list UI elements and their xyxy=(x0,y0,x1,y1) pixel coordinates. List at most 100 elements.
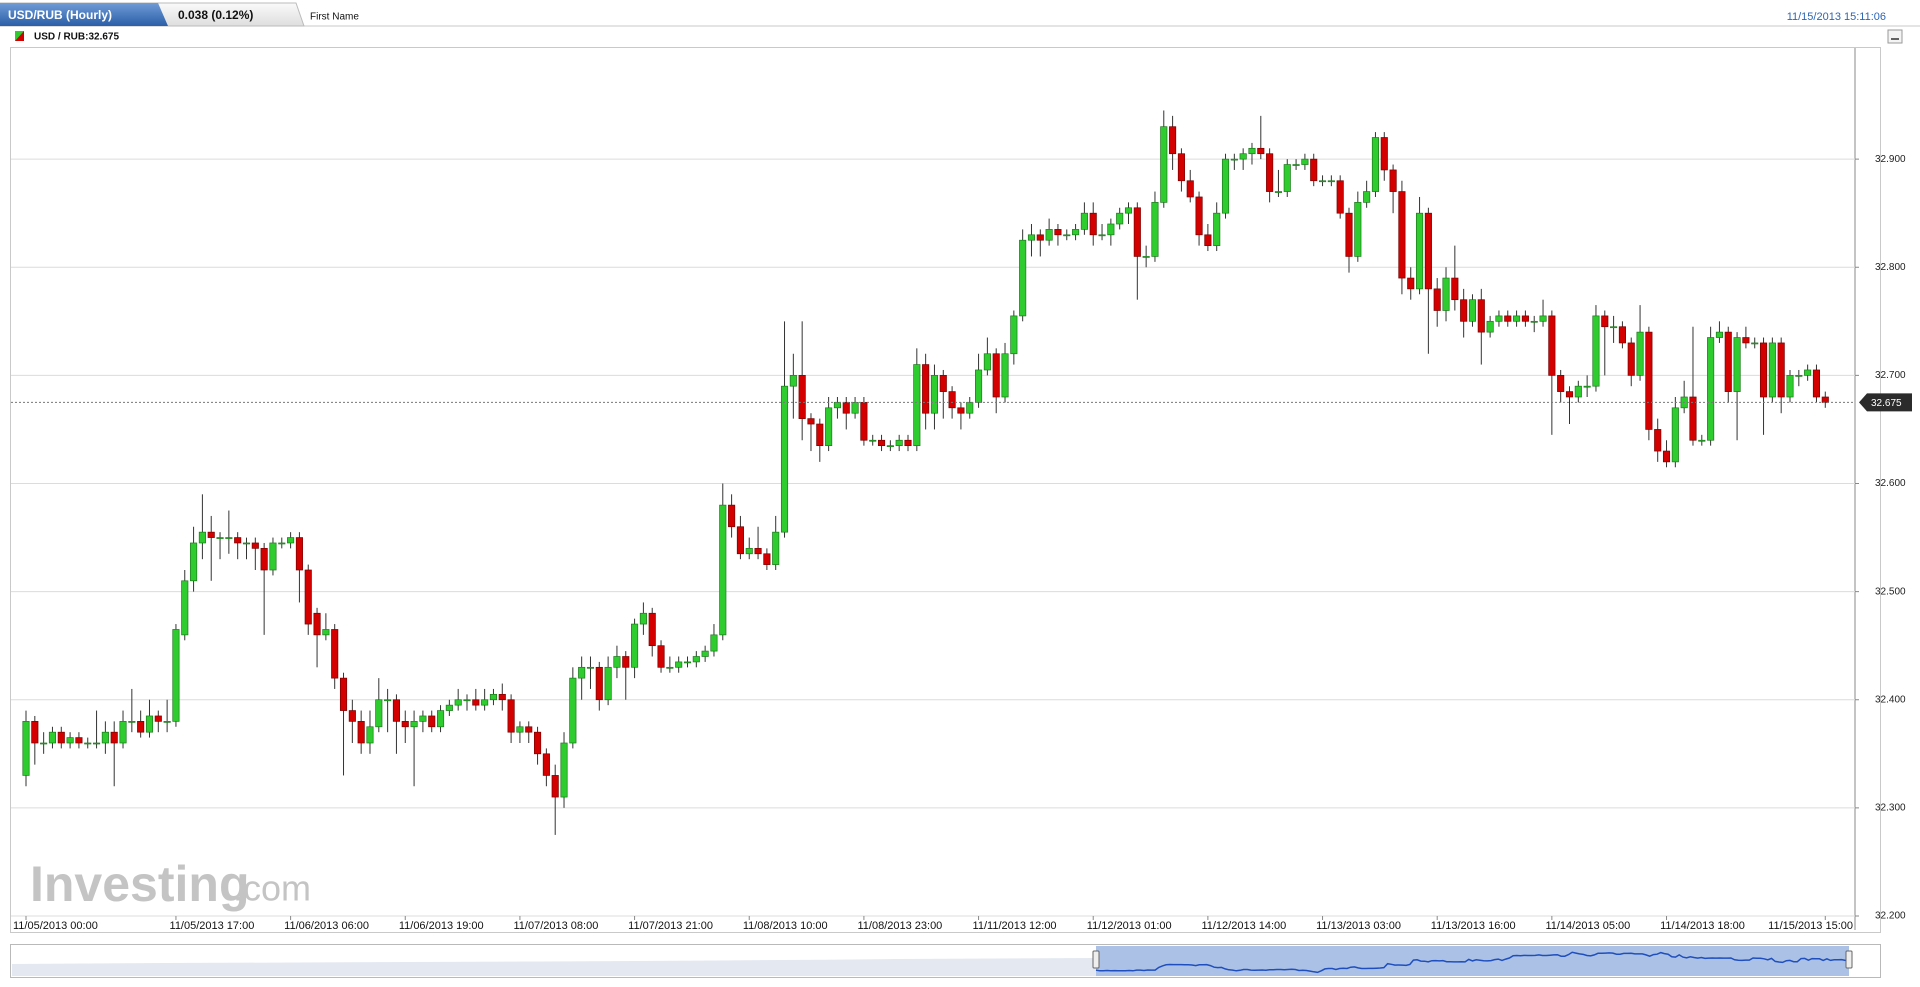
candle-body xyxy=(1204,234,1212,246)
x-tick-label: 11/08/2013 23:00 xyxy=(857,920,942,932)
candle-body xyxy=(807,418,815,425)
candle-body xyxy=(904,439,912,447)
candle-body xyxy=(789,375,797,387)
navigator-handle[interactable] xyxy=(1092,950,1100,969)
candle-body xyxy=(1513,315,1521,322)
candle-body xyxy=(886,445,894,448)
candle-body xyxy=(1027,234,1036,241)
candle-body xyxy=(1142,256,1150,258)
candle-body xyxy=(22,721,30,776)
candle-body xyxy=(1751,342,1759,345)
candle-body xyxy=(1398,191,1406,279)
candle-body xyxy=(154,715,162,722)
candle-body xyxy=(1221,158,1230,214)
candle-body xyxy=(322,629,330,636)
candle-body xyxy=(525,726,533,733)
last-price-label: 32.675 xyxy=(1871,398,1902,409)
candle-body xyxy=(754,548,762,555)
candle-body xyxy=(172,629,180,722)
candle-body xyxy=(1610,326,1618,329)
y-tick-label: 32.200 xyxy=(1875,911,1906,922)
chart-frame xyxy=(10,47,1881,933)
candle-body xyxy=(428,715,436,728)
candle-body xyxy=(1804,369,1812,376)
candle-body xyxy=(1407,277,1415,290)
candle-body xyxy=(851,402,859,414)
candle-body xyxy=(454,699,462,706)
candle-body xyxy=(1389,169,1397,192)
candle-body xyxy=(913,364,921,447)
candle-body xyxy=(101,731,109,744)
y-tick-label: 32.400 xyxy=(1875,694,1906,705)
candle-body xyxy=(1186,180,1194,198)
candle-body xyxy=(489,693,498,701)
candle-body xyxy=(1504,315,1512,322)
candle-body xyxy=(1733,337,1741,392)
candle-body xyxy=(1072,229,1080,236)
candle-body xyxy=(860,402,868,441)
candle-body xyxy=(436,710,445,728)
y-tick-label: 32.900 xyxy=(1875,154,1906,165)
plot: 32.675 xyxy=(11,110,1912,835)
candle-body xyxy=(75,737,83,744)
candle-body xyxy=(922,364,930,414)
candle-body xyxy=(939,375,947,392)
legend-icon xyxy=(15,31,24,41)
candle-body xyxy=(613,656,621,668)
candle-body xyxy=(1116,212,1124,225)
navigator-handle[interactable] xyxy=(1845,950,1853,969)
candle-body xyxy=(1707,337,1715,441)
x-tick-label: 11/13/2013 03:00 xyxy=(1316,920,1401,932)
candle-body xyxy=(119,721,127,744)
candle-body xyxy=(1098,234,1106,237)
candle-body xyxy=(1248,147,1256,155)
candle-body xyxy=(631,623,639,668)
grid: 32.200 32.300 32.400 32.500 32.600 32.700 32.8… xyxy=(11,48,1906,932)
candle-body xyxy=(1451,277,1459,301)
y-tick-label: 32.800 xyxy=(1875,262,1906,273)
candle-body xyxy=(1574,385,1582,398)
candle-body xyxy=(1671,407,1679,463)
x-tick-label: 11/14/2013 05:00 xyxy=(1545,920,1630,932)
candle-body xyxy=(895,439,903,447)
candle-body xyxy=(869,439,877,442)
candle-body xyxy=(1654,429,1662,452)
watermark-suffix: .com xyxy=(233,868,311,909)
candle-body xyxy=(1795,375,1803,377)
candle-body xyxy=(242,542,251,545)
candle-body xyxy=(278,542,286,545)
candle-body xyxy=(1124,207,1133,214)
candle-body xyxy=(604,666,612,701)
minimize-button[interactable] xyxy=(1887,29,1903,44)
candle-body xyxy=(798,375,806,419)
candle-body xyxy=(1283,164,1291,192)
candle-body xyxy=(683,661,692,664)
candle-body xyxy=(1336,180,1344,214)
candle-body xyxy=(1416,212,1424,290)
x-tick-label: 11/05/2013 00:00 xyxy=(13,920,98,932)
candle-body xyxy=(216,537,224,539)
x-tick-label: 11/11/2013 12:00 xyxy=(973,920,1057,932)
candle-body xyxy=(251,542,259,549)
candle-body xyxy=(40,742,48,745)
candle-body xyxy=(1777,342,1785,398)
candle-body xyxy=(313,612,321,636)
candle-body xyxy=(1169,126,1177,155)
symbol-tab[interactable] xyxy=(0,3,168,26)
candle-body xyxy=(1063,234,1071,237)
candle-body xyxy=(1689,396,1697,441)
candle-body xyxy=(31,721,39,744)
candle-body xyxy=(666,666,674,669)
candle-body xyxy=(551,775,559,798)
name-field: First Name xyxy=(310,12,359,23)
candle-body xyxy=(648,612,656,647)
candle-body xyxy=(1301,158,1309,165)
candle-body xyxy=(225,537,233,539)
candle-body xyxy=(1151,202,1159,257)
y-tick-label: 32.700 xyxy=(1875,370,1906,381)
candle-body xyxy=(833,402,841,409)
candle-body xyxy=(1080,212,1088,230)
candle-body xyxy=(692,656,700,663)
candle-body xyxy=(128,721,136,723)
